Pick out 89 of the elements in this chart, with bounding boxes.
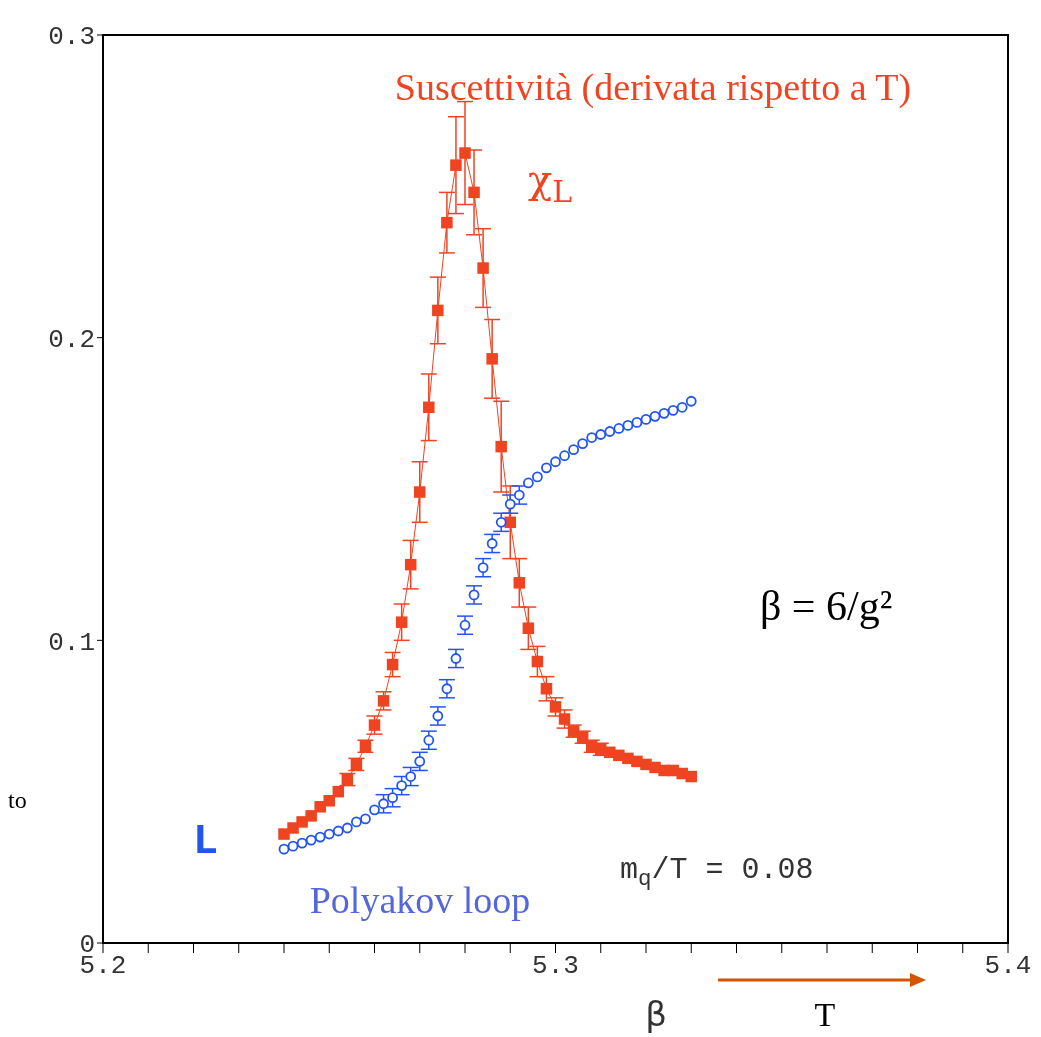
- point: [332, 825, 344, 837]
- point: [296, 816, 308, 828]
- y-tick-label: 0.1: [48, 627, 95, 658]
- point: [477, 262, 489, 274]
- point: [314, 801, 326, 813]
- point: [459, 619, 471, 631]
- point: [676, 401, 688, 413]
- point: [387, 792, 398, 804]
- series-label: L: [193, 818, 219, 866]
- point: [649, 410, 661, 422]
- point: [486, 353, 498, 365]
- point: [296, 837, 308, 849]
- x-tick-label: 5.4: [984, 951, 1032, 982]
- point: [568, 444, 579, 456]
- annotation: β = 6/g²: [760, 583, 893, 629]
- text: T: [814, 996, 836, 1033]
- x-tick-label: 5.3: [532, 951, 579, 982]
- point: [622, 420, 634, 431]
- x-axis-title: β: [645, 994, 667, 1034]
- point: [423, 734, 435, 746]
- point: [396, 780, 408, 792]
- point: [513, 577, 526, 589]
- point: [468, 589, 480, 601]
- point: [287, 822, 299, 834]
- point: [685, 395, 697, 407]
- annotation: Suscettività (derivata rispetto a T): [394, 66, 912, 109]
- point: [432, 304, 444, 317]
- point: [559, 450, 570, 462]
- point: [532, 471, 543, 483]
- point: [550, 456, 561, 468]
- point: [368, 719, 381, 731]
- point: [486, 538, 498, 549]
- point: [504, 498, 516, 510]
- point: [341, 822, 353, 834]
- point: [459, 147, 471, 159]
- point: [658, 407, 670, 419]
- point: [531, 655, 544, 668]
- point: [513, 489, 525, 501]
- point: [631, 417, 643, 428]
- point: [323, 828, 335, 840]
- point: [495, 440, 507, 453]
- point: [522, 622, 535, 634]
- point: [404, 558, 417, 571]
- point: [468, 186, 480, 199]
- point: [604, 426, 616, 437]
- point: [287, 840, 299, 852]
- point: [377, 695, 390, 707]
- point: [423, 401, 435, 414]
- point: [305, 834, 317, 846]
- point: [351, 816, 362, 828]
- annotation: Polyakov loop: [309, 879, 531, 921]
- y-tick-label: 0.2: [48, 324, 95, 355]
- point: [405, 771, 417, 782]
- point: [685, 770, 697, 783]
- point: [278, 843, 290, 855]
- point: [541, 462, 552, 474]
- point: [395, 616, 408, 628]
- annotation: m$_{q}$/T = 0.08: [620, 853, 814, 892]
- point: [441, 683, 453, 695]
- point: [522, 477, 534, 489]
- point: [432, 710, 444, 722]
- y-tick-label: 0.3: [48, 22, 95, 53]
- point: [450, 653, 462, 664]
- point: [441, 216, 453, 229]
- point: [667, 404, 679, 416]
- point: [378, 798, 389, 810]
- point: [314, 831, 326, 843]
- point: [540, 683, 553, 695]
- point: [323, 795, 335, 807]
- point: [640, 413, 652, 425]
- point: [450, 159, 462, 171]
- point: [414, 486, 426, 498]
- point: [586, 432, 598, 443]
- point: [414, 756, 426, 767]
- point: [477, 562, 489, 574]
- point: [613, 423, 625, 434]
- text: to: [8, 787, 27, 813]
- point: [278, 828, 290, 840]
- point: [360, 813, 371, 825]
- point: [332, 785, 345, 798]
- point: [305, 810, 317, 822]
- point: [549, 701, 562, 713]
- point: [386, 658, 399, 671]
- point: [495, 516, 507, 528]
- point: [558, 713, 571, 725]
- point: [369, 804, 380, 816]
- series-label: χ$_{L}$: [528, 156, 573, 209]
- point: [595, 429, 607, 440]
- point: [577, 438, 589, 449]
